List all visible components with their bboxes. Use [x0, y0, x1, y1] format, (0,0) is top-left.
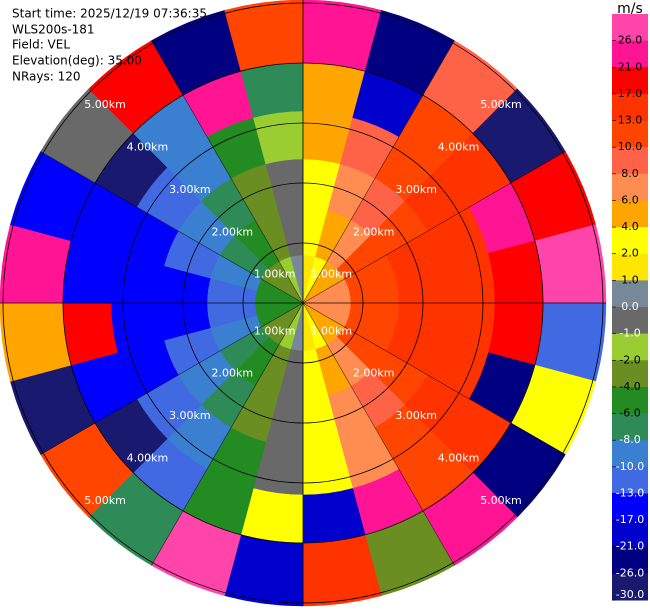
colorbar-bin: [612, 573, 648, 601]
colorbar-bin: [612, 147, 648, 175]
colorbar-title: m/s: [617, 1, 643, 17]
ppi-field: [0, 0, 607, 607]
info-line: Elevation(deg): 35.00: [12, 54, 142, 68]
range-ring-label: 1.00km: [254, 324, 296, 337]
colorbar-tick-label: -8.0: [619, 433, 640, 446]
colorbar-bin: [612, 14, 648, 42]
range-ring-label: 2.00km: [353, 225, 395, 238]
colorbar-tick-label: 10.0: [618, 140, 643, 153]
colorbar-bin: [612, 40, 648, 68]
colorbar-bin: [612, 227, 648, 255]
range-ring-label: 3.00km: [169, 183, 211, 196]
colorbar-bin: [612, 253, 648, 281]
colorbar-tick-label: -26.0: [616, 566, 644, 579]
colorbar-bin: [612, 200, 648, 228]
colorbar-tick-label: -13.0: [616, 486, 644, 499]
spoke: [302, 302, 566, 455]
info-line: NRays: 120: [12, 70, 81, 84]
colorbar-tick-label: 17.0: [618, 87, 643, 100]
colorbar-bin: [612, 280, 648, 308]
colorbar: 26.0 21.0 17.0 13.0 10.0 8.0 6.0 4.0 2.0 1.0 0.0 -1…: [612, 14, 648, 601]
range-ring-label: 5.00km: [84, 98, 126, 111]
range-ring-label: 5.00km: [480, 494, 522, 507]
colorbar-tick-label: 21.0: [618, 60, 643, 73]
range-ring-label: 4.00km: [438, 452, 480, 465]
colorbar-tick-label: -21.0: [616, 540, 644, 553]
spoke: [302, 302, 455, 566]
colorbar-bin: [612, 386, 648, 415]
colorbar-tick-label: -4.0: [619, 380, 640, 393]
range-ring-label: 5.00km: [84, 494, 126, 507]
colorbar-tick-label: 0.0: [621, 300, 639, 313]
range-ring-label: 1.00km: [254, 268, 296, 281]
spoke: [151, 40, 304, 304]
colorbar-tick-label: 2.0: [621, 247, 639, 260]
colorbar-tick-label: 4.0: [621, 220, 639, 233]
colorbar-tick-label: -30.0: [616, 588, 644, 601]
range-ring-label: 1.00km: [310, 324, 352, 337]
colorbar-tick-label: 13.0: [618, 114, 643, 127]
range-ring-label: 4.00km: [127, 140, 169, 153]
colorbar-bin: [612, 466, 648, 494]
info-line: Field: VEL: [12, 38, 70, 52]
range-ring-label: 3.00km: [169, 409, 211, 422]
colorbar-bin: [612, 493, 648, 521]
colorbar-tick-label: -1.0: [619, 327, 640, 340]
range-ring-label: 3.00km: [395, 183, 437, 196]
range-ring: [62, 62, 544, 544]
colorbar-bin: [612, 440, 648, 468]
colorbar-bin: [612, 120, 648, 148]
colorbar-tick-label: 8.0: [621, 167, 639, 180]
spoke: [40, 151, 304, 304]
colorbar-tick-label: 6.0: [621, 193, 639, 206]
range-ring-label: 4.00km: [438, 140, 480, 153]
range-ring-label: 2.00km: [212, 225, 254, 238]
colorbar-bin: [612, 93, 648, 122]
colorbar-tick-label: 26.0: [618, 34, 643, 47]
range-ring: [122, 122, 484, 484]
range-ring: [2, 2, 604, 604]
spoke: [302, 151, 566, 304]
colorbar-bin: [612, 307, 648, 335]
spoke: [151, 302, 304, 566]
range-ring-label: 3.00km: [395, 409, 437, 422]
colorbar-tick-label: -6.0: [619, 407, 640, 420]
info-line: Start time: 2025/12/19 07:36:35: [12, 7, 207, 21]
range-ring: [242, 242, 364, 364]
overlay: 1.00km 1.00km 1.00km 1.00km 2.00km 2.00km 2.00…: [0, 0, 606, 606]
spoke: [302, 40, 455, 304]
colorbar-bin: [612, 520, 648, 548]
range-ring-label: 2.00km: [353, 367, 395, 380]
colorbar-tick-label: 1.0: [621, 273, 639, 286]
range-ring-label: 4.00km: [127, 452, 169, 465]
spoke: [40, 302, 304, 455]
info-line: WLS200s-181: [12, 23, 95, 37]
colorbar-bin: [612, 173, 648, 201]
colorbar-bin: [612, 360, 648, 388]
colorbar-tick-label: -17.0: [616, 513, 644, 526]
range-ring-label: 5.00km: [480, 98, 522, 111]
colorbar-bin: [612, 67, 648, 95]
colorbar-bin: [612, 546, 648, 574]
range-ring: [182, 182, 424, 424]
range-ring-label: 1.00km: [310, 268, 352, 281]
range-ring-label: 2.00km: [212, 367, 254, 380]
colorbar-tick-label: -10.0: [616, 460, 644, 473]
colorbar-bin: [612, 413, 648, 441]
colorbar-tick-label: -2.0: [619, 353, 640, 366]
colorbar-bin: [612, 333, 648, 361]
